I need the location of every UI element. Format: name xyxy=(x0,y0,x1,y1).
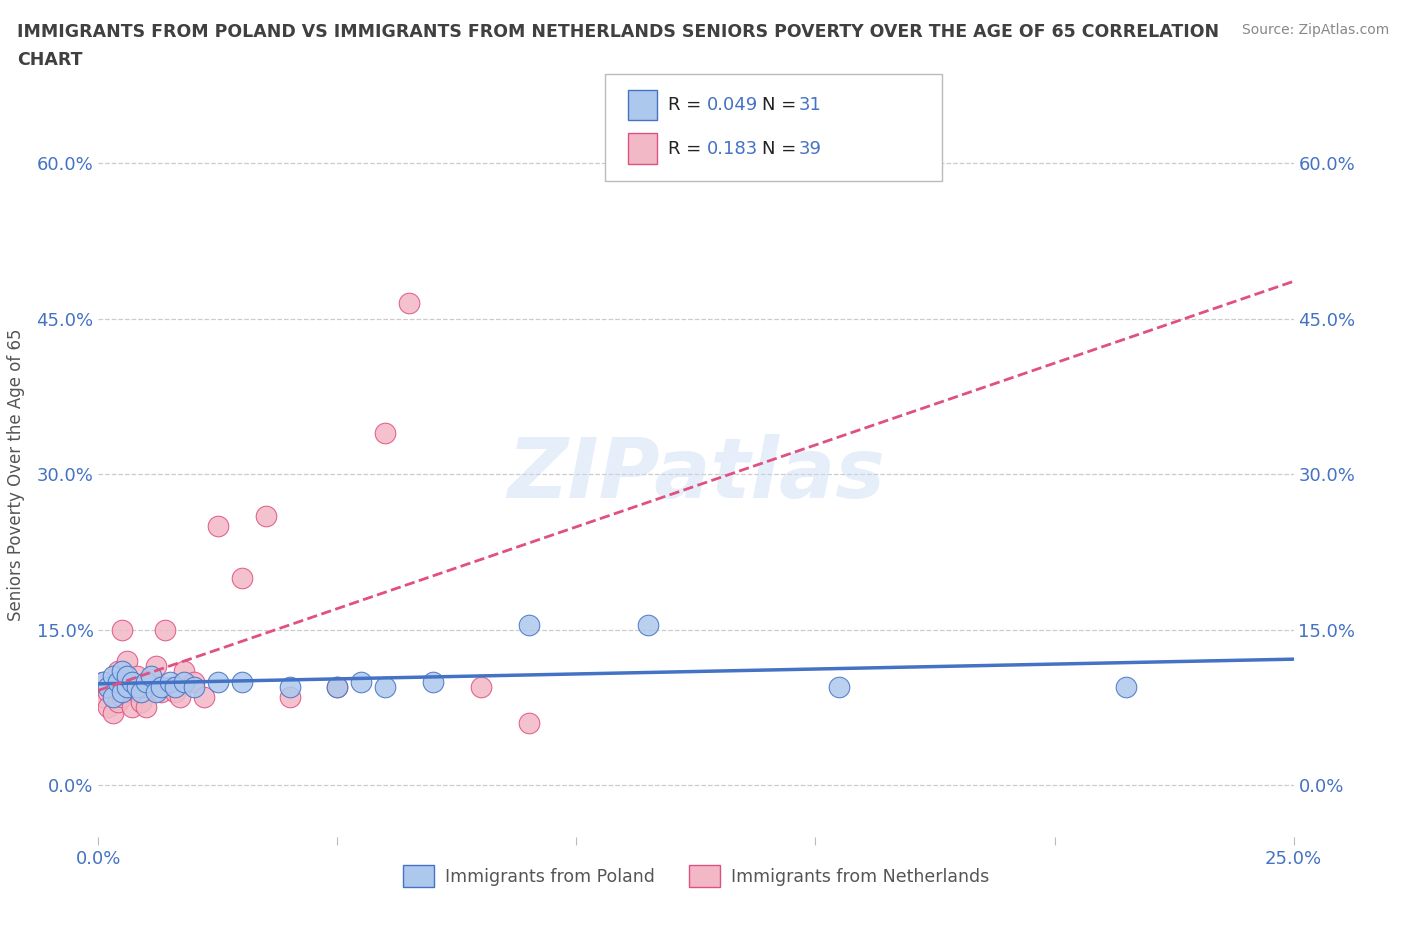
Point xyxy=(115,669,138,684)
Point xyxy=(1115,679,1137,694)
Legend: Immigrants from Poland, Immigrants from Netherlands: Immigrants from Poland, Immigrants from … xyxy=(396,858,995,894)
Text: ZIPatlas: ZIPatlas xyxy=(508,433,884,515)
Text: N =: N = xyxy=(762,140,801,158)
Point xyxy=(350,674,373,689)
Point xyxy=(107,674,129,689)
Point xyxy=(135,700,157,715)
Point xyxy=(398,296,420,311)
Point xyxy=(121,674,143,689)
Point xyxy=(278,679,301,694)
Point xyxy=(173,664,195,679)
Point xyxy=(231,674,253,689)
Point xyxy=(111,690,134,705)
Point xyxy=(91,674,114,689)
Point xyxy=(97,679,120,694)
Point xyxy=(517,715,540,730)
Point xyxy=(91,690,114,705)
Point xyxy=(422,674,444,689)
Point xyxy=(278,690,301,705)
Text: IMMIGRANTS FROM POLAND VS IMMIGRANTS FROM NETHERLANDS SENIORS POVERTY OVER THE A: IMMIGRANTS FROM POLAND VS IMMIGRANTS FRO… xyxy=(17,23,1219,41)
Point xyxy=(115,654,138,669)
Point xyxy=(231,570,253,585)
Point xyxy=(135,679,157,694)
Point xyxy=(125,684,148,699)
Text: 0.049: 0.049 xyxy=(707,96,758,114)
Point xyxy=(101,669,124,684)
Point xyxy=(254,509,277,524)
Point xyxy=(111,622,134,637)
Text: Source: ZipAtlas.com: Source: ZipAtlas.com xyxy=(1241,23,1389,37)
Point xyxy=(115,679,138,694)
Point xyxy=(101,705,124,720)
Point xyxy=(173,674,195,689)
Point xyxy=(637,618,659,632)
Point xyxy=(121,674,143,689)
Point xyxy=(159,679,181,694)
Point xyxy=(470,679,492,694)
Point xyxy=(145,658,167,673)
Text: 39: 39 xyxy=(799,140,821,158)
Point xyxy=(125,669,148,684)
Point xyxy=(207,674,229,689)
Point xyxy=(828,679,851,694)
Text: R =: R = xyxy=(668,140,713,158)
Point xyxy=(101,679,124,694)
Point xyxy=(326,679,349,694)
Point xyxy=(149,684,172,699)
Point xyxy=(121,700,143,715)
Point xyxy=(107,695,129,710)
Point xyxy=(517,618,540,632)
Point xyxy=(193,690,215,705)
Point xyxy=(159,674,181,689)
Point xyxy=(183,679,205,694)
Point xyxy=(131,695,153,710)
Point xyxy=(97,700,120,715)
Point xyxy=(111,664,134,679)
Point xyxy=(101,690,124,705)
Point xyxy=(125,679,148,694)
Point xyxy=(155,622,177,637)
Point xyxy=(183,674,205,689)
Point xyxy=(107,664,129,679)
Text: 0.183: 0.183 xyxy=(707,140,758,158)
Y-axis label: Seniors Poverty Over the Age of 65: Seniors Poverty Over the Age of 65 xyxy=(7,328,25,620)
Point xyxy=(163,684,186,699)
Text: CHART: CHART xyxy=(17,51,83,69)
Point xyxy=(111,679,134,694)
Point xyxy=(163,679,186,694)
Point xyxy=(115,684,138,699)
Point xyxy=(139,669,162,684)
Point xyxy=(131,684,153,699)
Point xyxy=(91,674,114,689)
Point xyxy=(169,690,191,705)
Point xyxy=(149,679,172,694)
Point xyxy=(139,674,162,689)
Point xyxy=(374,679,396,694)
Text: 31: 31 xyxy=(799,96,821,114)
Text: N =: N = xyxy=(762,96,801,114)
Point xyxy=(97,684,120,699)
Point xyxy=(207,519,229,534)
Text: R =: R = xyxy=(668,96,707,114)
Point xyxy=(111,684,134,699)
Point xyxy=(326,679,349,694)
Point xyxy=(135,674,157,689)
Point xyxy=(145,684,167,699)
Point xyxy=(374,425,396,440)
